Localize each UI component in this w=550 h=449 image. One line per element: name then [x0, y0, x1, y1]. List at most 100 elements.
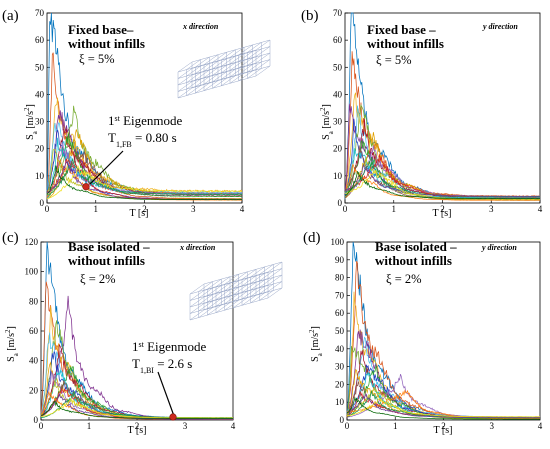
y-tick-label: 20	[35, 144, 45, 154]
y-tick-label: 80	[29, 296, 39, 306]
mesh-member	[255, 59, 271, 70]
x-tick-label: 4	[231, 421, 236, 431]
x-tick-label: 2	[142, 204, 147, 214]
x-tick-label: 3	[489, 204, 494, 214]
spectrum-series-line	[46, 129, 243, 199]
mesh-member	[212, 78, 227, 89]
x-tick-label: 1	[94, 204, 99, 214]
mesh-member	[238, 44, 253, 56]
mesh-member	[247, 48, 262, 60]
mesh-member	[189, 291, 269, 314]
title-line-2: without infills	[68, 253, 145, 268]
mesh-member	[207, 304, 222, 316]
damping-prefix: ξ =	[79, 52, 98, 66]
mesh-member	[177, 61, 193, 73]
x-tick-label: 4	[240, 204, 245, 214]
y-tick-label: 40	[333, 89, 343, 99]
y-tick-label: 20	[29, 385, 39, 395]
mesh-member	[198, 287, 213, 299]
x-tick-label: 4	[538, 421, 543, 431]
mesh-member	[189, 303, 205, 314]
mesh-member	[250, 273, 265, 284]
mesh-member	[247, 55, 262, 66]
x-tick-label: 0	[343, 204, 348, 214]
mesh-member	[189, 278, 269, 301]
mesh-member	[203, 67, 219, 78]
x-axis-label: T [s]	[128, 425, 147, 436]
title-line-1: Base isolated –	[68, 239, 150, 254]
spectrum-series-line	[46, 164, 243, 199]
mesh-member	[255, 65, 271, 77]
y-tick-label: 30	[335, 362, 345, 372]
mesh-member	[189, 290, 205, 301]
mesh-member	[189, 283, 205, 295]
y-tick-label: 10	[335, 397, 345, 407]
mesh-member	[267, 281, 283, 292]
y-tick-label: 70	[333, 8, 343, 18]
y-tick-label: 0	[40, 198, 45, 208]
mesh-member	[238, 51, 253, 62]
eigenmode-marker	[169, 413, 177, 421]
plot-frame	[346, 241, 541, 421]
damping-prefix: ξ =	[386, 272, 405, 286]
mesh-member	[238, 64, 253, 75]
mesh-member	[189, 271, 269, 295]
mesh-member	[241, 288, 257, 300]
spectrum-series-line	[346, 389, 540, 419]
y-tick-label: 60	[35, 35, 45, 45]
mesh-member	[255, 39, 271, 51]
mesh-member	[241, 275, 257, 287]
x-tick-label: 1	[392, 204, 397, 214]
mesh-member	[203, 268, 283, 291]
y-tick-label: 40	[35, 89, 45, 99]
mesh-member	[198, 281, 213, 292]
mesh-member	[233, 284, 248, 295]
mesh-member	[177, 69, 257, 92]
mesh-member	[177, 49, 257, 73]
direction-label: x direction	[182, 22, 219, 31]
annotation-period: T1,FB = 0.80 s	[108, 130, 177, 149]
y-tick-label: 10	[35, 171, 45, 181]
spectrum-series-line	[346, 396, 540, 420]
y-tick-label: 50	[333, 62, 343, 72]
direction-label: y direction	[481, 243, 517, 252]
mesh-member	[238, 57, 253, 69]
mesh-member	[229, 53, 245, 65]
mesh-member	[233, 291, 248, 302]
damping-label: ξ = 2%	[386, 272, 422, 286]
structure-model-c	[189, 261, 283, 321]
damping-prefix: ξ =	[80, 272, 99, 286]
mesh-member	[203, 80, 219, 91]
mesh-member	[189, 296, 205, 308]
damping-value: 5%	[98, 52, 115, 66]
y-tick-label: 60	[335, 308, 345, 318]
mesh-member	[250, 279, 265, 291]
spectrum-series-line	[344, 154, 541, 198]
y-tick-label: 120	[25, 237, 39, 247]
mesh-member	[233, 271, 248, 282]
panel-label: (d)	[303, 230, 321, 246]
mesh-member	[221, 62, 236, 73]
y-tick-label: 0	[340, 415, 345, 425]
eigenmode-marker	[82, 183, 90, 191]
y-tick-label: 30	[35, 117, 45, 127]
spectrum-series-line	[344, 163, 540, 201]
title-line-2: without infills	[375, 253, 452, 268]
mesh-member	[191, 59, 271, 82]
annotation-arrow	[89, 150, 124, 185]
mesh-member	[186, 72, 201, 83]
mesh-member	[247, 61, 262, 73]
spectrum-series-line	[40, 392, 233, 420]
mesh-member	[259, 277, 274, 288]
mesh-member	[250, 266, 265, 278]
y-tick-label: 0	[34, 415, 39, 425]
x-tick-label: 2	[135, 421, 140, 431]
x-tick-label: 3	[191, 204, 196, 214]
mesh-member	[198, 307, 213, 318]
mesh-member	[203, 281, 283, 304]
damping-value: 5%	[395, 53, 412, 67]
mesh-member	[203, 287, 283, 311]
spectrum-series-line	[346, 397, 540, 418]
mesh-member	[221, 56, 236, 67]
